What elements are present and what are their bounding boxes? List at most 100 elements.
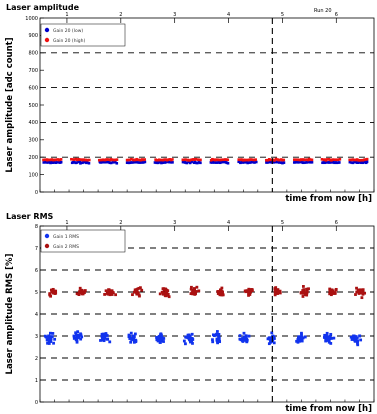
amplitude-point — [42, 158, 45, 162]
amplitude-point — [225, 161, 228, 165]
rms-point — [78, 290, 81, 294]
amplitude-point — [128, 161, 131, 164]
rms-point — [330, 291, 334, 295]
amplitude-point — [302, 161, 305, 165]
rms-legend-marker-gain1 — [44, 233, 50, 239]
rms-point — [300, 333, 303, 337]
rms-x-axis-title: time from now [h] — [285, 404, 372, 414]
rms-point — [189, 340, 192, 344]
amplitude-point — [279, 161, 283, 164]
amplitude-top-tick-label: 1 — [65, 12, 68, 18]
rms-point — [218, 288, 222, 292]
amplitude-point — [338, 157, 342, 161]
amplitude-grid — [40, 52, 374, 158]
amplitude-point — [171, 158, 174, 161]
amplitude-point — [358, 160, 361, 164]
amplitude-point — [249, 161, 252, 164]
rms-point — [269, 340, 272, 344]
amplitude-top-tick-label: 5 — [281, 12, 284, 18]
rms-point — [191, 290, 195, 294]
rms-y-axis-title: Laser amplitude RMS [%] — [5, 253, 15, 374]
rms-point — [110, 289, 114, 293]
amplitude-point — [79, 162, 82, 165]
amplitude-y-tick-label: 600 — [28, 85, 38, 91]
amplitude-point — [273, 159, 276, 162]
rms-y-tick-label: 6 — [35, 268, 38, 274]
amplitude-panel: Laser amplitude Run 20 0 100 200 300 400 500 6… — [5, 3, 375, 204]
amplitude-point — [88, 158, 91, 162]
rms-point — [190, 285, 193, 289]
rms-y-tick-label: 4 — [35, 312, 38, 318]
rms-point — [133, 332, 137, 336]
amplitude-point — [103, 158, 107, 162]
amplitude-point — [157, 161, 161, 164]
amplitude-point — [131, 161, 134, 164]
rms-point — [48, 331, 52, 335]
rms-point — [49, 294, 53, 298]
rms-point — [328, 334, 332, 338]
amplitude-point — [271, 158, 275, 162]
rms-point — [297, 336, 301, 340]
amplitude-point — [189, 161, 192, 164]
rms-point — [216, 290, 220, 293]
rms-point — [305, 288, 308, 291]
amplitude-point — [79, 158, 83, 161]
rms-point — [114, 293, 118, 297]
amplitude-point — [320, 158, 324, 161]
amplitude-point — [306, 160, 309, 164]
rms-point — [132, 338, 136, 342]
amplitude-point — [136, 158, 140, 162]
rms-top-tick-label: 5 — [281, 220, 284, 226]
amplitude-point — [246, 161, 249, 165]
amplitude-point — [186, 158, 190, 162]
amplitude-point — [254, 160, 258, 164]
rms-point — [131, 293, 134, 297]
rms-legend-gain2: Gain 2 RMS — [53, 244, 79, 250]
amplitude-point — [295, 160, 299, 164]
amplitude-point — [196, 161, 199, 165]
amplitude-point — [335, 158, 338, 162]
amplitude-y-axis-title: Laser amplitude [adc count] — [5, 37, 15, 172]
rms-point — [49, 288, 53, 292]
rms-point — [53, 337, 57, 341]
rms-point — [219, 291, 223, 295]
rms-point — [302, 285, 305, 288]
rms-legend: Gain 1 RMS Gain 2 RMS — [40, 229, 126, 253]
rms-point — [72, 334, 76, 338]
amplitude-point — [85, 160, 89, 164]
rms-point — [270, 331, 274, 335]
rms-chart-title: Laser RMS — [6, 212, 54, 221]
amplitude-point — [266, 158, 270, 162]
amplitude-point — [348, 160, 352, 164]
amplitude-point — [241, 161, 245, 164]
amplitude-point — [139, 161, 143, 164]
amplitude-point — [240, 158, 243, 161]
amplitude-point — [307, 160, 311, 164]
amplitude-point — [282, 161, 286, 164]
rms-point — [330, 336, 334, 340]
rms-point — [328, 292, 332, 296]
amplitude-point — [181, 158, 185, 162]
rms-point — [155, 336, 158, 339]
amplitude-point — [45, 161, 48, 164]
rms-point — [128, 337, 132, 340]
rms-point — [74, 331, 78, 335]
amplitude-point — [268, 158, 272, 162]
rms-point — [358, 334, 362, 338]
rms-point — [304, 293, 307, 297]
amplitude-point — [187, 160, 190, 164]
rms-y-tick-label: 0 — [35, 400, 38, 406]
rms-point — [80, 290, 84, 294]
rms-point — [247, 288, 251, 292]
rms-point — [127, 333, 131, 337]
rms-point — [188, 337, 191, 340]
rms-point — [301, 295, 305, 298]
rms-point — [272, 335, 275, 339]
amplitude-point — [158, 158, 162, 162]
rms-point — [49, 337, 53, 341]
amplitude-point — [155, 161, 158, 165]
rms-point — [250, 288, 254, 291]
amplitude-point — [49, 158, 52, 162]
amplitude-point — [250, 158, 253, 161]
amplitude-point — [282, 158, 286, 162]
